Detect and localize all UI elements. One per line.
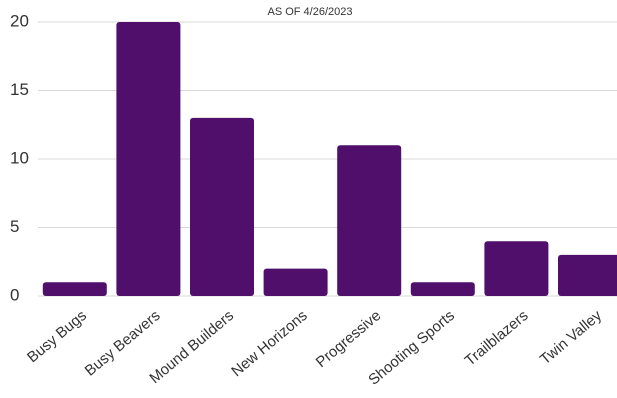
bar — [410, 282, 475, 296]
bar — [337, 145, 402, 296]
y-tick-label: 20 — [10, 11, 29, 30]
x-tick-label: Busy Bugs — [24, 307, 90, 366]
x-tick-label: New Horizons — [228, 307, 310, 380]
x-tick-label: Trailblazers — [462, 307, 532, 369]
bar — [558, 254, 617, 296]
y-tick-label: 0 — [10, 285, 19, 304]
y-tick-label: 15 — [10, 80, 29, 99]
bar — [190, 117, 254, 297]
bar — [42, 282, 107, 296]
bar — [263, 268, 328, 296]
y-tick-label: 10 — [10, 148, 29, 167]
bar — [116, 22, 181, 296]
x-tick-label: Twin Valley — [537, 307, 606, 368]
x-tick-label: Progressive — [313, 307, 385, 371]
chart-subtitle: AS OF 4/26/2023 — [268, 6, 353, 18]
bar — [484, 241, 549, 296]
y-tick-label: 5 — [10, 217, 19, 236]
